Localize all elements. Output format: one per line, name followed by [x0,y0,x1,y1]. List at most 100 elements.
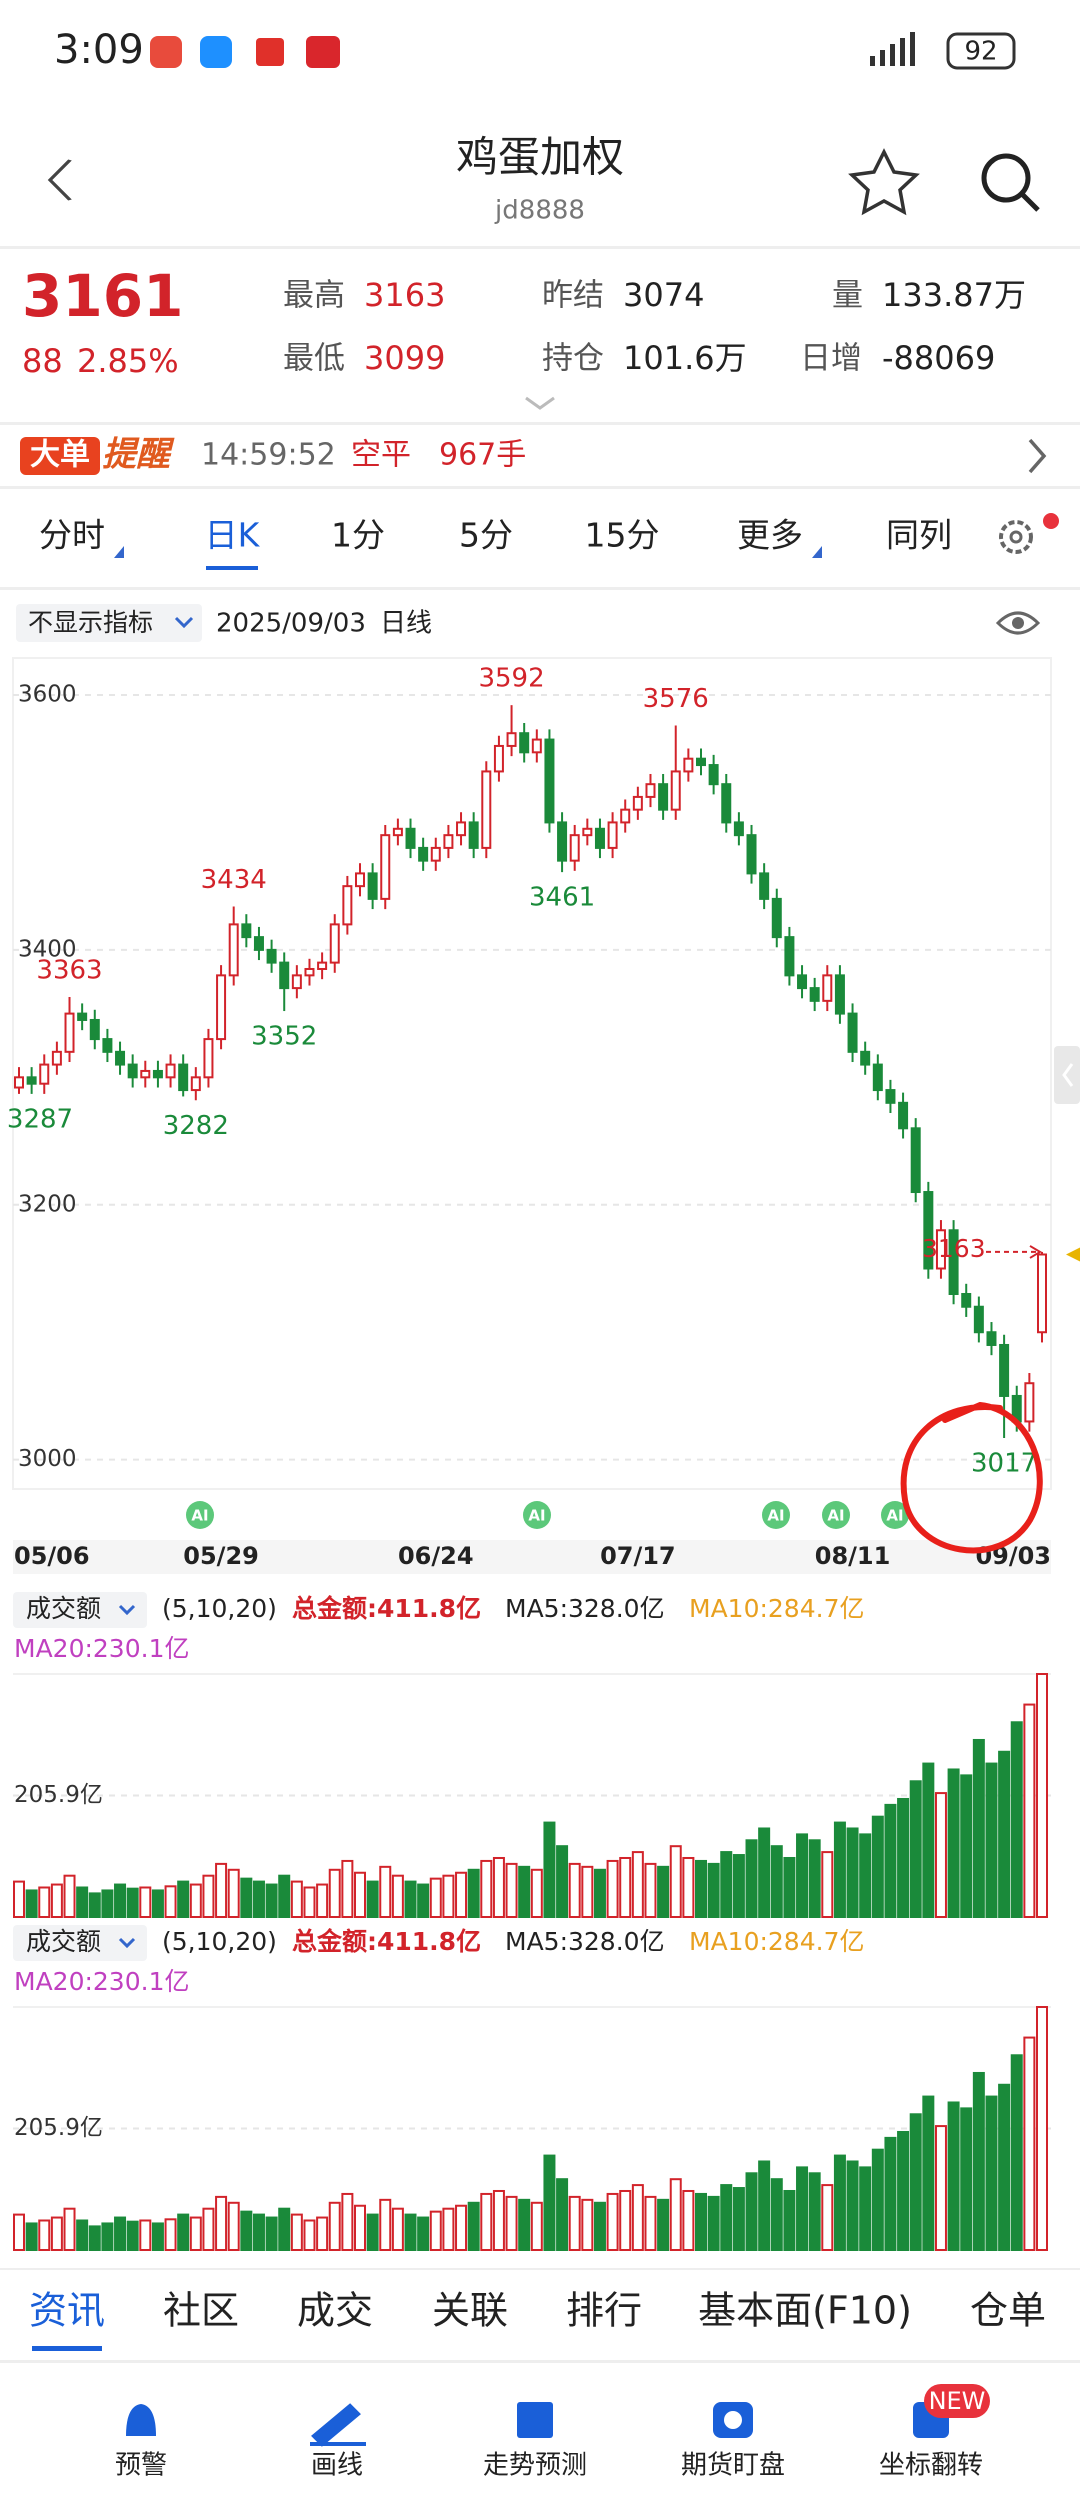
signal [870,32,915,66]
volume-bar [88,1892,101,1919]
bottom-tab[interactable]: 关联 [432,2289,508,2333]
side-handle[interactable] [1054,1046,1080,1104]
tab-active[interactable]: 日K [205,516,261,555]
volume-bar [164,2218,177,2251]
volume-bar [720,1851,733,1918]
bottom-tab[interactable]: 社区 [163,2289,239,2333]
candle-body [418,846,429,862]
tab[interactable]: 更多 [737,516,803,555]
tab[interactable]: 15分 [585,516,660,555]
volume-bar [38,1886,51,1918]
y-tick-label: 3200 [18,1191,77,1217]
bottom-tab[interactable]: 基本面(F10) [698,2289,912,2333]
volume-bar [354,1871,366,1918]
candle-body [1037,1253,1047,1334]
price-annotation: 3017 [971,1449,1037,1479]
volume-bar [215,2195,228,2251]
tab[interactable]: 1分 [331,516,385,555]
candle-body [190,1076,201,1092]
volume-bar [379,1865,392,1919]
volume-bar [808,2172,821,2252]
label: 最高 [283,278,345,314]
tab[interactable]: 分时 [39,516,105,555]
volume-bar [720,2184,733,2251]
tab-arrow [114,546,124,558]
candle-body [506,732,517,747]
value: 3074 [623,276,704,314]
volume-bar [13,1880,25,1919]
nav-label[interactable]: 画线 [311,2451,363,2481]
change: 88 [22,342,63,380]
alert-size: 967手 [439,438,526,473]
settings[interactable] [999,520,1033,554]
favorite-button[interactable] [848,148,920,216]
expand-button[interactable] [525,396,555,410]
volume-bar [884,1803,897,1918]
x-tick-label: 06/24 [398,1542,474,1570]
candle-body [329,923,340,964]
candle-body [241,923,252,939]
label: 昨结 [542,278,604,314]
alert-badge-text: 提醒 [102,435,175,475]
visibility-toggle[interactable] [995,611,1041,635]
candle-body [721,783,732,824]
candle-body [127,1063,138,1079]
volume-bar [505,1862,518,1919]
volume-bar [619,2189,632,2251]
nav-label[interactable]: 预警 [115,2451,167,2481]
value: 3163 [364,276,445,314]
bottom-tab-active[interactable]: 资讯 [29,2289,105,2333]
alert-more[interactable] [1028,438,1047,474]
volume-bar [732,1854,745,1918]
label: 日增 [800,341,862,377]
tab[interactable]: 同列 [886,516,952,555]
volume-bar [1023,1703,1036,1918]
volume-bar [240,1877,253,1919]
volume-bar [126,2220,139,2251]
volume-bar [404,1880,417,1919]
candle-body [733,821,744,837]
candle-body [607,821,618,849]
volume-bar [745,1839,758,1918]
volume-bar [455,1871,468,1918]
x-tick-label: 05/06 [14,1542,90,1570]
volume-bar [492,1856,505,1918]
price-annotation: 3434 [201,865,267,895]
nav-label[interactable]: 走势预测 [483,2451,587,2481]
candle-body [165,1063,176,1079]
candle-body [872,1063,883,1092]
volume-bar [442,2207,455,2252]
bottom-tab[interactable]: 仓单 [970,2289,1046,2333]
nav-icon [126,2404,156,2436]
volume-bar [972,2071,985,2252]
indicator-period: 日线 [380,609,432,639]
tab[interactable]: 5分 [459,516,513,555]
back-button[interactable] [47,159,72,201]
bottom-tab[interactable]: 成交 [297,2289,373,2333]
volume-bar [568,1862,581,1919]
divider [0,486,1080,489]
candle-body [885,1089,896,1104]
indicator-selector[interactable] [16,604,202,642]
candle-body [279,961,290,990]
nav-icon [517,2402,553,2438]
candle-body [493,744,504,773]
candle-body [203,1038,214,1079]
nav-label[interactable]: 期货盯盘 [681,2451,785,2481]
volume-bar [985,1762,998,1919]
candle-body [696,757,706,767]
candle-body [822,974,833,1002]
search-button[interactable] [981,153,1031,203]
x-tick-label: 07/17 [600,1542,676,1570]
dropdown-arrow [118,1604,136,1616]
bottom-tab[interactable]: 排行 [566,2289,642,2333]
volume-bar [354,2204,366,2252]
candle-body [342,885,353,926]
divider [0,422,1080,425]
volume-bar [884,2136,897,2252]
candle-body [291,974,302,990]
volume-bar [467,1868,480,1918]
nav-label[interactable]: 坐标翻转 [879,2451,983,2481]
volume-bar [695,1859,707,1919]
